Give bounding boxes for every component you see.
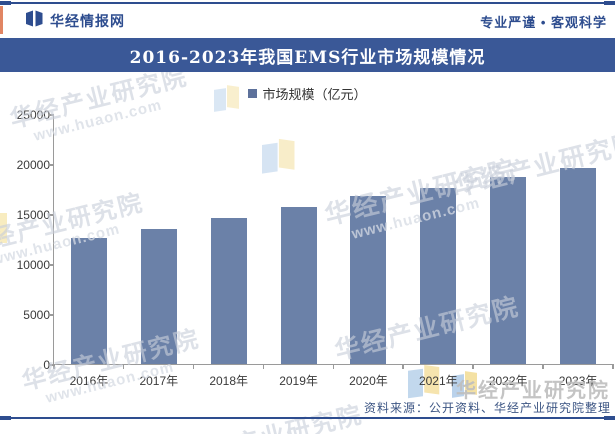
bar-2018年 (210, 218, 247, 364)
y-tick-label: 15000 (16, 208, 50, 222)
y-tick-label: 20000 (16, 158, 50, 172)
legend: 市场规模（亿元） (0, 84, 615, 103)
y-tick-label: 25000 (16, 108, 50, 122)
bar-2023年 (560, 167, 597, 364)
x-tick-mark (122, 364, 125, 369)
y-tick-label: 5000 (23, 308, 50, 322)
bar-2020年 (350, 196, 387, 364)
bar-2021年 (420, 188, 457, 364)
x-tick-mark (472, 364, 474, 369)
x-tick-label: 2018年 (209, 374, 249, 388)
bar-2016年 (70, 237, 107, 364)
bottom-divider-left-cap (0, 416, 11, 420)
x-tick-mark (542, 364, 544, 369)
watermark-text: 华经产业研究院 (181, 394, 366, 434)
top-divider-left-cap (0, 1, 11, 5)
y-tick-mark (48, 114, 53, 116)
huajing-book-logo-icon (26, 10, 43, 32)
header: 华经情报网 专业严谨 • 客观科学 (0, 4, 615, 38)
bar-2022年 (490, 176, 527, 364)
brand-name: 华经情报网 (50, 13, 125, 29)
x-tick-label: 2020年 (349, 374, 388, 388)
y-tick-mark (48, 314, 53, 316)
chart-title: 2016-2023年我国EMS行业市场规模情况 (129, 47, 486, 68)
bar-2019年 (280, 206, 317, 364)
bottom-divider (0, 416, 615, 420)
y-tick-mark (48, 214, 53, 216)
header-slogan: 专业严谨 • 客观科学 (480, 14, 607, 30)
plot-area: 0 5000 10000 15000 20000 25000 2016年 2017年 2018年… (17, 108, 614, 388)
x-tick-mark (53, 364, 55, 369)
x-tick-label: 2017年 (139, 374, 179, 388)
title-bar: 2016-2023年我国EMS行业市场规模情况 (0, 38, 615, 72)
bar-2017年 (140, 229, 177, 364)
x-tick-label: 2021年 (418, 374, 458, 388)
x-tick-mark (262, 364, 265, 369)
x-tick-mark (192, 364, 195, 369)
x-tick-mark (612, 364, 614, 369)
top-divider-right-cap (604, 1, 615, 5)
y-tick-label: 10000 (16, 258, 50, 272)
brand: 华经情报网 (26, 10, 125, 32)
x-tick-label: 2019年 (279, 374, 318, 388)
top-divider (0, 1, 615, 5)
x-tick-label: 2023年 (558, 374, 598, 388)
y-tick-mark (48, 264, 53, 266)
legend-swatch (248, 89, 258, 98)
y-tick-mark (48, 364, 53, 366)
legend-label: 市场规模（亿元） (262, 87, 367, 102)
x-tick-mark (402, 364, 404, 369)
x-tick-label: 2016年 (69, 374, 109, 388)
x-tick-mark (332, 364, 334, 369)
source-note: 资料来源：公开资料、华经产业研究院整理 (363, 401, 611, 415)
x-tick-label: 2022年 (488, 374, 528, 388)
y-tick-mark (48, 164, 53, 166)
bottom-divider-right-cap (604, 416, 615, 420)
y-tick-label: 0 (43, 358, 50, 372)
